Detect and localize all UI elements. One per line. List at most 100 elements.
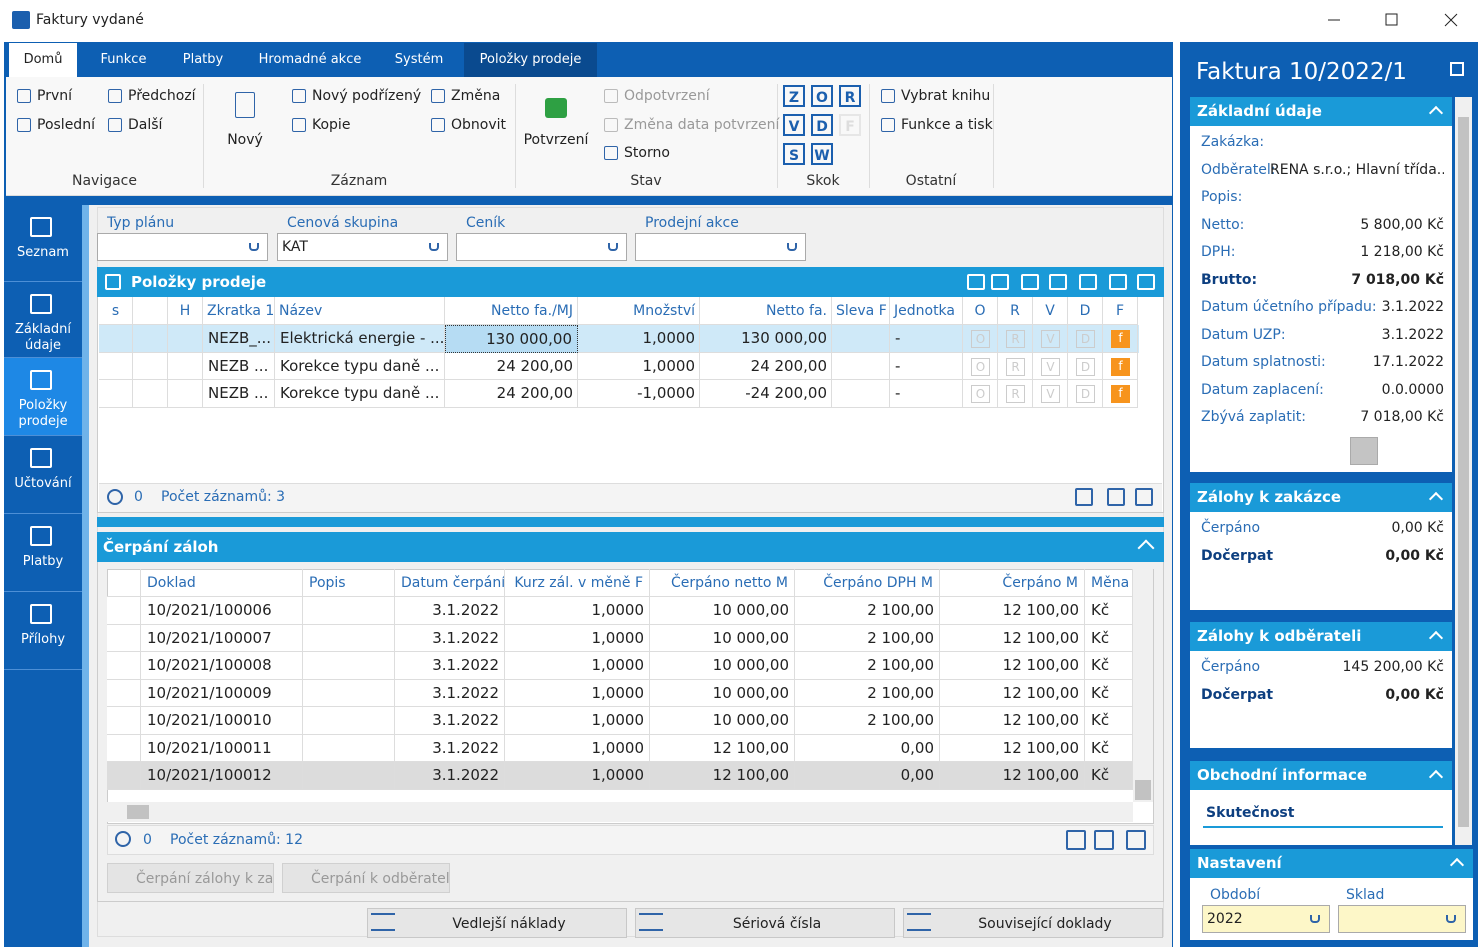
- ribbon-button[interactable]: První: [37, 88, 72, 104]
- cell: [940, 652, 1085, 680]
- jump-button[interactable]: W: [811, 143, 833, 165]
- ribbon-button[interactable]: Poslední: [37, 117, 95, 133]
- filter-combo[interactable]: [97, 233, 268, 261]
- ribbon-tab[interactable]: Funkce: [100, 52, 147, 67]
- filter-combo[interactable]: KAT: [277, 233, 448, 261]
- ribbon-button[interactable]: Vybrat knihu: [901, 88, 991, 104]
- jump-button[interactable]: S: [783, 143, 805, 165]
- jump-button[interactable]: O: [811, 85, 833, 107]
- ribbon-button[interactable]: Kopie: [312, 117, 351, 133]
- cell-text: 12 100,00: [1002, 601, 1079, 619]
- grid-row[interactable]: [107, 762, 1133, 790]
- grid-row[interactable]: [99, 380, 1139, 408]
- sidebar-label[interactable]: Seznam: [17, 245, 69, 260]
- toolbar-icon[interactable]: [1021, 274, 1039, 290]
- ribbon-button[interactable]: Potvrzení: [523, 132, 589, 148]
- ribbon-tab[interactable]: Hromadné akce: [258, 52, 362, 67]
- field-value: 17.1.2022: [1372, 354, 1444, 370]
- cell-text: 3.1.2022: [432, 766, 499, 784]
- grid-row[interactable]: [107, 624, 1133, 652]
- grid-row[interactable]: [107, 597, 1133, 625]
- ribbon-tab[interactable]: Platby: [182, 52, 224, 67]
- cell: [578, 380, 700, 408]
- toolbar-icon[interactable]: [1137, 274, 1155, 290]
- button[interactable]: Související doklady: [903, 908, 1163, 938]
- maximize[interactable]: [1385, 13, 1398, 26]
- scroll-thumb[interactable]: [127, 805, 149, 819]
- window-controls[interactable]: [1320, 8, 1470, 32]
- sidebar-item[interactable]: [4, 514, 82, 592]
- button[interactable]: Čerpání k odběrateli: [282, 863, 450, 893]
- ribbon-button[interactable]: Nový podřízený: [312, 88, 422, 104]
- cell: [940, 734, 1085, 762]
- popout[interactable]: [1450, 62, 1464, 76]
- cell: [303, 624, 395, 652]
- footer-icon[interactable]: [1066, 830, 1086, 850]
- ribbon-button[interactable]: Změna: [451, 88, 501, 104]
- sidebar-item[interactable]: [4, 592, 82, 670]
- toolbar-icon[interactable]: [1079, 274, 1097, 290]
- ribbon-button[interactable]: Storno: [624, 145, 670, 161]
- cell: [795, 652, 940, 680]
- jump-button[interactable]: R: [839, 85, 861, 107]
- footer-icon[interactable]: [1107, 488, 1125, 506]
- combo[interactable]: 2022: [1202, 905, 1330, 933]
- ribbon-tab[interactable]: Systém: [394, 52, 444, 67]
- toolbar-icon[interactable]: [1109, 274, 1127, 290]
- jump-button[interactable]: D: [811, 114, 833, 136]
- ribbon-button[interactable]: Další: [128, 117, 163, 133]
- combo[interactable]: [1338, 905, 1466, 933]
- cell: [303, 762, 395, 790]
- sidebar-label[interactable]: Přílohy: [20, 632, 66, 647]
- scroll-thumb[interactable]: [1458, 117, 1469, 827]
- ribbon-tab[interactable]: Domů: [9, 43, 77, 77]
- sidebar-item[interactable]: [4, 436, 82, 514]
- button[interactable]: Vedlejší náklady: [367, 908, 627, 938]
- sidebar-label[interactable]: Účtování: [14, 476, 72, 491]
- group-separator: [203, 84, 204, 188]
- button[interactable]: Sériová čísla: [635, 908, 895, 938]
- grid-row[interactable]: [107, 707, 1133, 735]
- ribbon-button[interactable]: Předchozí: [128, 88, 196, 104]
- grid-row[interactable]: [107, 652, 1133, 680]
- grid-row[interactable]: [107, 734, 1133, 762]
- button[interactable]: Čerpání zálohy k za...: [107, 863, 274, 893]
- filter-combo[interactable]: [456, 233, 627, 261]
- cell: [650, 679, 795, 707]
- toolbar-icon[interactable]: [1049, 274, 1067, 290]
- icon: [431, 89, 445, 103]
- sidebar-label[interactable]: Základní údaje: [14, 322, 72, 353]
- filter-combo[interactable]: [635, 233, 806, 261]
- scroll-thumb[interactable]: [1135, 780, 1151, 800]
- cell: [650, 734, 795, 762]
- ribbon-button[interactable]: Nový: [227, 132, 263, 148]
- ribbon-tab[interactable]: Položky prodeje: [464, 43, 597, 77]
- grid-row[interactable]: [99, 352, 1139, 380]
- footer-icon[interactable]: [1075, 488, 1093, 506]
- toolbar-icon[interactable]: [991, 274, 1009, 290]
- cell: [107, 762, 141, 790]
- jump-button[interactable]: V: [783, 114, 805, 136]
- grid-row[interactable]: [107, 679, 1133, 707]
- sidebar-item[interactable]: [4, 282, 82, 358]
- jump-button[interactable]: F: [839, 114, 861, 136]
- sidebar-item[interactable]: [4, 205, 82, 282]
- close[interactable]: [1444, 13, 1458, 27]
- footer-icon[interactable]: [1094, 830, 1114, 850]
- ribbon-button[interactable]: Odpotvrzení: [624, 88, 710, 104]
- toolbar-icon[interactable]: [967, 274, 985, 290]
- ribbon-button[interactable]: Změna data potvrzení: [624, 117, 780, 133]
- jump-button[interactable]: Z: [783, 85, 805, 107]
- footer-icon[interactable]: [1135, 488, 1153, 506]
- cell-text: 12 100,00: [1002, 738, 1079, 757]
- footer-icon[interactable]: [1126, 830, 1146, 850]
- cell: [940, 679, 1085, 707]
- ribbon-button[interactable]: Obnovit: [451, 117, 507, 133]
- sidebar-label[interactable]: Položky prodeje: [18, 398, 68, 429]
- cell-text: 0,00: [900, 738, 934, 757]
- grid-row[interactable]: [99, 325, 1139, 353]
- sidebar-label[interactable]: Platby: [22, 554, 64, 569]
- cell: [168, 325, 203, 353]
- ribbon-button[interactable]: Funkce a tisk: [901, 117, 993, 133]
- cell-text: 1,0000: [591, 766, 645, 784]
